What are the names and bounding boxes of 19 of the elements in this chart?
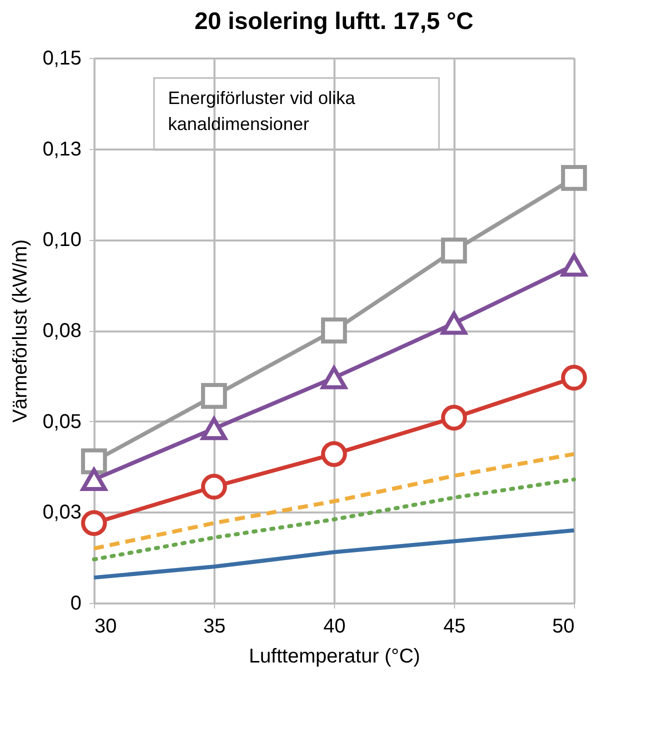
y-tick-label: 0,03: [42, 502, 82, 524]
line-series: [92, 452, 576, 550]
line-series: [92, 528, 576, 580]
y-tick-label: 0,10: [42, 229, 82, 252]
y-tick-label: 0,15: [42, 48, 82, 70]
x-tick-label: 40: [323, 616, 346, 638]
y-tick-label: 0,08: [42, 320, 82, 342]
y-tick-label: 0: [70, 592, 82, 614]
x-tick-label: 50: [552, 616, 574, 638]
x-tick-label: 45: [443, 616, 466, 638]
x-tick-label: 35: [203, 616, 226, 638]
x-axis-title: Lufttemperatur (°C): [248, 646, 420, 668]
y-tick-label: 0,05: [42, 410, 82, 433]
x-tick-label: 30: [94, 616, 117, 638]
y-tick-label: 0,13: [42, 138, 82, 160]
y-axis-title: Värmeförlust (kW/m): [10, 239, 32, 423]
annotation: Energiförluster vid olika kanaldimensioner: [168, 88, 356, 134]
line-series: [92, 477, 576, 562]
chart-title: 20 isolering luftt. 17,5 °C: [194, 8, 474, 35]
